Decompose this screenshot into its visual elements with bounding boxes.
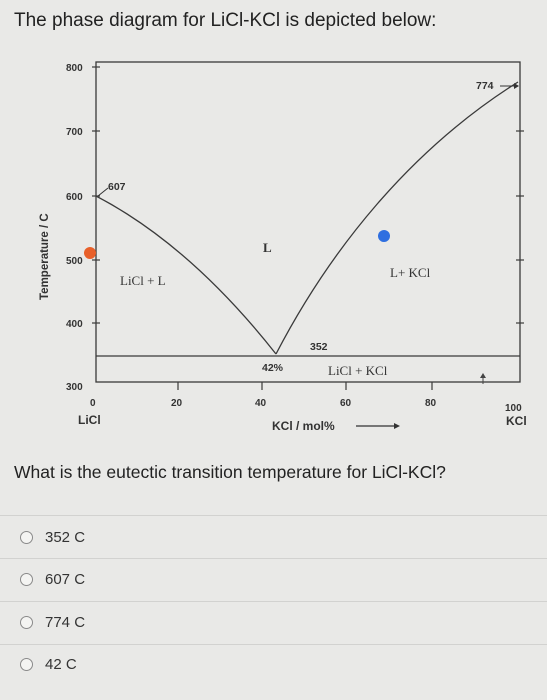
x-left-component: LiCl bbox=[78, 413, 101, 427]
region-solid: LiCl + KCl bbox=[328, 363, 388, 378]
option-label: 352 C bbox=[45, 528, 86, 546]
option-label: 774 C bbox=[45, 613, 86, 631]
x-tick-80: 80 bbox=[425, 398, 437, 409]
divider bbox=[0, 515, 547, 516]
phase-diagram: 800 700 600 500 400 300 Temperature / C … bbox=[39, 61, 527, 433]
option-label: 42 C bbox=[45, 655, 77, 673]
x-tick-100: 100 bbox=[505, 403, 522, 414]
radio-button[interactable] bbox=[20, 572, 33, 586]
x-tick-40: 40 bbox=[255, 398, 267, 409]
question-prompt: What is the eutectic transition temperat… bbox=[14, 462, 446, 482]
y-tick-800: 800 bbox=[66, 63, 83, 74]
divider bbox=[0, 601, 547, 602]
x-right-component: KCl bbox=[506, 414, 527, 428]
radio-button[interactable] bbox=[20, 657, 33, 671]
x-tick-60: 60 bbox=[340, 398, 352, 409]
liquidus-kcl bbox=[275, 81, 519, 355]
y-axis-label: Temperature / C bbox=[39, 213, 51, 300]
x-tick-20: 20 bbox=[171, 398, 183, 409]
region-licl-liquid: LiCl + L bbox=[120, 273, 166, 288]
option-label: 607 C bbox=[45, 570, 86, 588]
liquidus-licl bbox=[95, 195, 277, 355]
orange-dot bbox=[84, 247, 96, 259]
y-tick-300: 300 bbox=[66, 382, 83, 393]
blue-dot bbox=[378, 230, 390, 242]
x-tick-0: 0 bbox=[90, 398, 96, 409]
option-352[interactable]: 352 C bbox=[20, 522, 85, 552]
divider bbox=[0, 558, 547, 559]
option-42[interactable]: 42 C bbox=[20, 649, 77, 679]
question-title: The phase diagram for LiCl-KCl is depict… bbox=[14, 10, 437, 31]
option-607[interactable]: 607 C bbox=[20, 564, 85, 594]
y-tick-600: 600 bbox=[66, 192, 83, 203]
y-tick-400: 400 bbox=[66, 319, 83, 330]
region-liquid: L bbox=[263, 240, 272, 255]
plot-frame bbox=[95, 61, 521, 383]
y-tick-700: 700 bbox=[66, 127, 83, 138]
y-tick-500: 500 bbox=[66, 256, 83, 267]
option-774[interactable]: 774 C bbox=[20, 607, 85, 637]
divider bbox=[0, 644, 547, 645]
region-liquid-kcl: L+ KCl bbox=[390, 265, 431, 280]
annotation-352: 352 bbox=[310, 341, 328, 353]
radio-button[interactable] bbox=[20, 615, 33, 629]
annotation-42: 42% bbox=[262, 362, 284, 374]
x-axis-label: KCl / mol% bbox=[272, 419, 335, 433]
annotation-774: 774 bbox=[476, 80, 494, 92]
annotation-607: 607 bbox=[108, 181, 126, 193]
radio-button[interactable] bbox=[20, 530, 33, 544]
